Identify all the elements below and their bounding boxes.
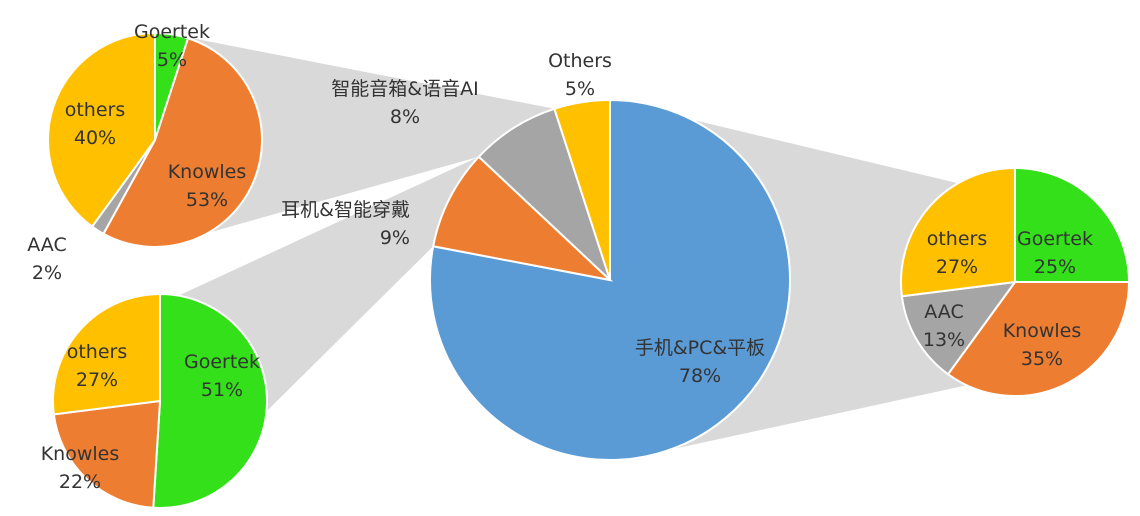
phone-pc-tablet-label-goertek: Goertek: [1017, 228, 1093, 250]
speaker-ai-value-goertek: 5%: [157, 49, 187, 71]
connector-speaker-ai: [177, 35, 555, 233]
main-value-pc: 78%: [679, 365, 721, 387]
main-value-ai: 8%: [390, 106, 420, 128]
speaker-ai-slice-knowles: [102, 36, 264, 248]
main-slice-pc: [429, 98, 791, 461]
earphone-wearable-label-goertek: Goertek: [184, 351, 260, 373]
earphone-wearable-value-others: 27%: [76, 369, 118, 391]
phone-pc-tablet-slice-aac: [900, 280, 1018, 376]
phone-pc-tablet-slice-others: [900, 166, 1016, 298]
main-slice-others: [553, 98, 611, 281]
main-label-pc: 手机&PC&平板: [635, 337, 765, 359]
main-slice-ai: [477, 107, 611, 281]
speaker-ai-label-others: others: [65, 99, 126, 121]
speaker-ai-slice-others: [47, 31, 156, 228]
speaker-ai-value-aac: 2%: [32, 262, 62, 284]
earphone-wearable-label-knowles: Knowles: [41, 443, 120, 465]
main-label-others: Others: [548, 50, 612, 72]
earphone-wearable-slice-knowles: [52, 399, 162, 509]
speaker-ai-value-knowles: 53%: [186, 189, 228, 211]
earphone-wearable-label-others: others: [67, 341, 128, 363]
main-label-item: 耳机&智能穿戴: [281, 199, 410, 221]
phone-pc-tablet-slice-goertek: [1014, 166, 1131, 283]
phone-pc-tablet-label-others: others: [927, 228, 988, 250]
earphone-wearable-slice-others: [52, 292, 161, 416]
phone-pc-tablet-label-knowles: Knowles: [1003, 320, 1082, 342]
main-value-others: 5%: [565, 78, 595, 100]
earphone-wearable-value-goertek: 51%: [201, 379, 243, 401]
main-slice-item: [432, 155, 614, 282]
phone-pc-tablet-value-goertek: 25%: [1034, 256, 1076, 278]
speaker-ai-label-aac: AAC: [27, 234, 66, 256]
phone-pc-tablet-slice-knowles: [946, 281, 1131, 397]
earphone-wearable-value-knowles: 22%: [59, 471, 101, 493]
speaker-ai-value-others: 40%: [74, 127, 116, 149]
main-value-item: 9%: [380, 227, 410, 249]
labels: 手机&PC&平板 78% 耳机&智能穿戴 9% 智能音箱&语音AI 8% Others 5% G…: [27, 21, 1093, 493]
phone-pc-tablet-label-aac: AAC: [924, 301, 963, 323]
main-label-ai: 智能音箱&语音AI: [331, 78, 478, 100]
phone-pc-tablet-value-others: 27%: [936, 256, 978, 278]
phone-pc-tablet-value-knowles: 35%: [1021, 348, 1063, 370]
earphone-wearable-slice-goertek: [152, 292, 268, 509]
speaker-ai-label-knowles: Knowles: [168, 161, 247, 183]
phone-pc-tablet-value-aac: 13%: [923, 329, 965, 351]
speaker-ai-label-goertek: Goertek: [134, 21, 210, 43]
pies: [47, 31, 1131, 509]
